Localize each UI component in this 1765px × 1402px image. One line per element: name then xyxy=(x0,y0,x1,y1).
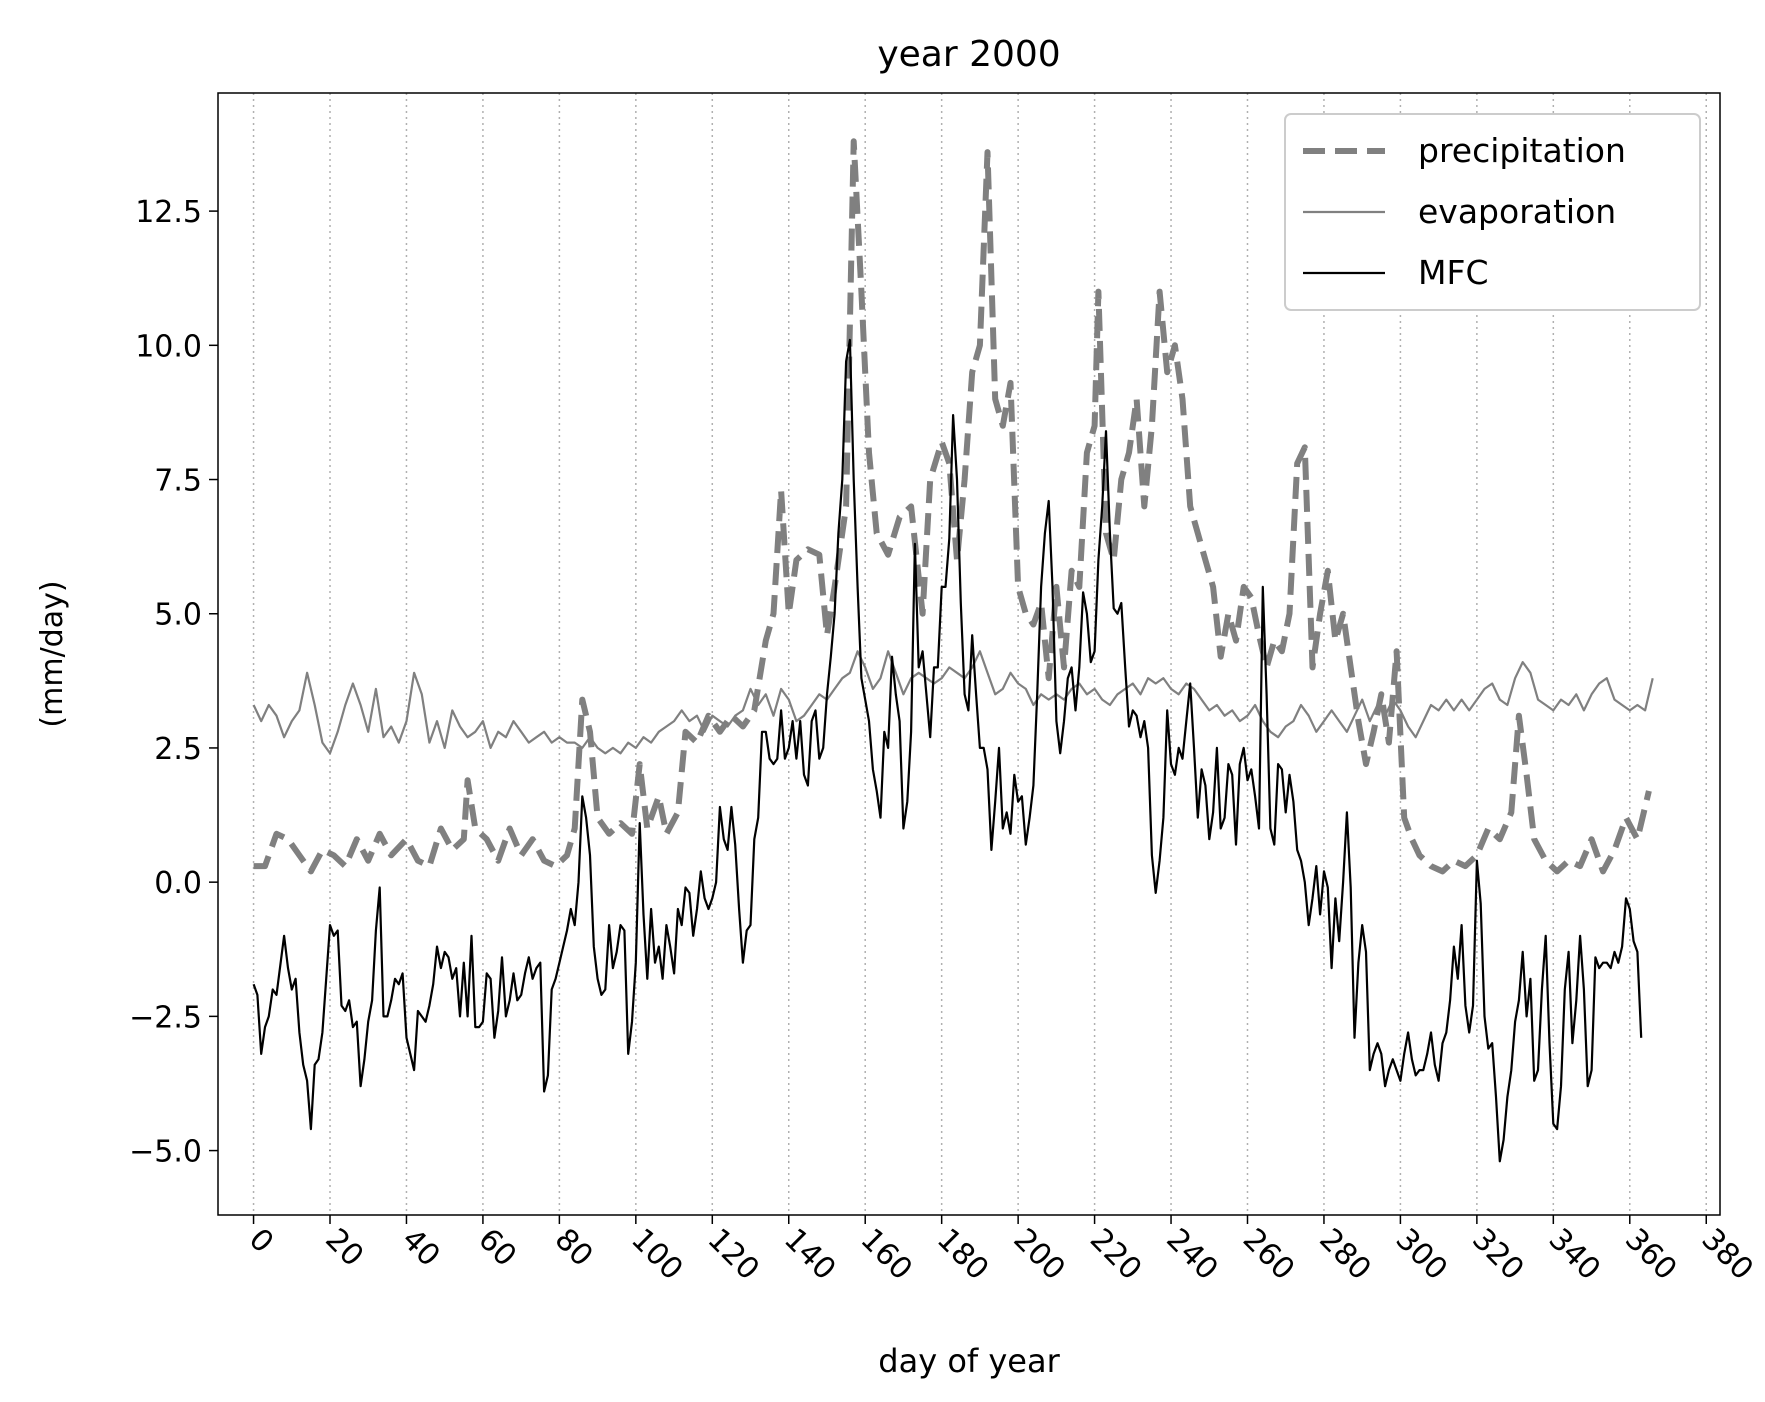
chart-title: year 2000 xyxy=(877,34,1060,75)
legend-label-evaporation: evaporation xyxy=(1418,192,1616,231)
axes-frame xyxy=(217,92,1721,1216)
x-tick-label: 300 xyxy=(1389,1222,1454,1287)
x-tick-label: 360 xyxy=(1618,1222,1683,1287)
y-tick-label: −5.0 xyxy=(129,1135,202,1170)
x-tick-label: 160 xyxy=(854,1222,919,1287)
legend-label-precipitation: precipitation xyxy=(1418,131,1626,170)
x-tick-label: 260 xyxy=(1236,1222,1301,1287)
series-line-precipitation xyxy=(253,138,1652,875)
x-tick-label: 200 xyxy=(1006,1222,1071,1287)
x-tick-label: 220 xyxy=(1083,1222,1148,1287)
x-tick-label: 0 xyxy=(242,1222,280,1260)
legend: precipitation evaporation MFC xyxy=(1284,113,1701,311)
series-layer xyxy=(252,138,1654,1163)
x-tick-label: 180 xyxy=(930,1222,995,1287)
y-tick-label: 10.0 xyxy=(135,329,202,364)
x-tick-label: 80 xyxy=(548,1222,600,1274)
x-axis: 0 20 40 60 80 100 120 140 160 180 200 220 240 260 280 3… xyxy=(242,1215,1760,1287)
x-tick-label: 380 xyxy=(1695,1222,1760,1287)
x-tick-label: 20 xyxy=(318,1222,370,1274)
series-line-evaporation xyxy=(252,650,1654,755)
y-tick-label: 0.0 xyxy=(154,866,202,901)
x-axis-label: day of year xyxy=(878,1342,1060,1380)
y-tick-label: −2.5 xyxy=(129,1000,202,1035)
y-tick-label: 5.0 xyxy=(154,598,202,633)
y-tick-label: 7.5 xyxy=(154,464,202,499)
x-tick-label: 120 xyxy=(701,1222,766,1287)
x-tick-label: 320 xyxy=(1465,1222,1530,1287)
legend-label-mfc: MFC xyxy=(1418,253,1489,292)
x-tick-label: 140 xyxy=(777,1222,842,1287)
series-line-mfc xyxy=(252,338,1643,1163)
y-tick-label: 2.5 xyxy=(154,732,202,767)
y-tick-label: 12.5 xyxy=(135,195,202,230)
y-axis: −5.0 −2.5 0.0 2.5 5.0 7.5 10.0 12.5 xyxy=(129,195,218,1170)
x-tick-label: 100 xyxy=(624,1222,689,1287)
x-tick-label: 60 xyxy=(471,1222,523,1274)
x-tick-label: 40 xyxy=(395,1222,447,1274)
y-axis-label: (mm/day) xyxy=(35,580,70,727)
legend-box xyxy=(1284,113,1701,311)
x-tick-label: 240 xyxy=(1159,1222,1224,1287)
x-tick-label: 280 xyxy=(1312,1222,1377,1287)
x-tick-label: 340 xyxy=(1542,1222,1607,1287)
